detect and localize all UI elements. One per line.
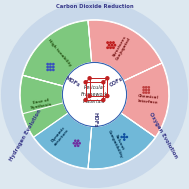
Circle shape bbox=[107, 47, 108, 48]
Circle shape bbox=[124, 139, 125, 140]
Text: MOFs: MOFs bbox=[64, 75, 81, 88]
Circle shape bbox=[124, 136, 125, 138]
Circle shape bbox=[75, 140, 76, 141]
Circle shape bbox=[107, 42, 108, 43]
Circle shape bbox=[84, 81, 87, 84]
Text: Carbon Dioxide Reduction: Carbon Dioxide Reduction bbox=[56, 4, 133, 9]
Circle shape bbox=[121, 136, 122, 138]
Circle shape bbox=[148, 89, 149, 91]
Wedge shape bbox=[88, 20, 162, 81]
Wedge shape bbox=[23, 103, 92, 168]
Circle shape bbox=[78, 145, 79, 146]
Text: Oxygen Evolution: Oxygen Evolution bbox=[149, 111, 179, 159]
Circle shape bbox=[62, 62, 127, 127]
Circle shape bbox=[111, 44, 113, 46]
Wedge shape bbox=[23, 21, 92, 86]
Circle shape bbox=[47, 66, 48, 68]
Circle shape bbox=[146, 89, 147, 91]
Circle shape bbox=[75, 145, 76, 146]
Circle shape bbox=[143, 89, 144, 91]
Circle shape bbox=[102, 98, 105, 101]
Circle shape bbox=[148, 92, 149, 93]
Text: Ease of
Synthesis: Ease of Synthesis bbox=[30, 98, 53, 110]
Circle shape bbox=[50, 66, 51, 68]
Circle shape bbox=[146, 92, 147, 93]
Circle shape bbox=[113, 42, 114, 43]
Circle shape bbox=[114, 44, 116, 46]
Circle shape bbox=[106, 77, 109, 80]
Text: HOFs: HOFs bbox=[92, 112, 97, 128]
Circle shape bbox=[78, 140, 79, 141]
Circle shape bbox=[124, 134, 125, 135]
Text: Chemical
Interface: Chemical Interface bbox=[137, 94, 159, 104]
Text: Solvent
Compatibility: Solvent Compatibility bbox=[107, 128, 128, 159]
Circle shape bbox=[143, 92, 144, 93]
Circle shape bbox=[126, 136, 127, 138]
Circle shape bbox=[88, 94, 91, 98]
Text: High tunability: High tunability bbox=[47, 39, 72, 67]
Text: COFs: COFs bbox=[109, 76, 125, 88]
Circle shape bbox=[143, 87, 144, 88]
Circle shape bbox=[106, 94, 109, 98]
Circle shape bbox=[53, 69, 54, 70]
Circle shape bbox=[110, 47, 111, 48]
Text: Reticular
Framework
Materials: Reticular Framework Materials bbox=[81, 85, 108, 104]
Circle shape bbox=[84, 98, 87, 101]
Circle shape bbox=[110, 42, 111, 43]
Circle shape bbox=[108, 44, 110, 46]
Circle shape bbox=[113, 47, 114, 48]
Circle shape bbox=[47, 69, 48, 70]
Wedge shape bbox=[121, 63, 169, 137]
Circle shape bbox=[47, 64, 48, 65]
Circle shape bbox=[79, 143, 80, 144]
Circle shape bbox=[53, 64, 54, 65]
Circle shape bbox=[50, 69, 51, 70]
Circle shape bbox=[102, 81, 105, 84]
Wedge shape bbox=[88, 113, 155, 169]
Circle shape bbox=[148, 87, 149, 88]
Text: Structures
Conjugated: Structures Conjugated bbox=[111, 34, 132, 61]
Text: Dynamic
structure: Dynamic structure bbox=[50, 125, 70, 147]
Circle shape bbox=[76, 143, 77, 144]
Circle shape bbox=[88, 77, 91, 80]
Text: Hydrogen Evolution: Hydrogen Evolution bbox=[9, 108, 42, 162]
Circle shape bbox=[20, 20, 169, 169]
Circle shape bbox=[2, 2, 187, 187]
Circle shape bbox=[73, 143, 74, 144]
Wedge shape bbox=[20, 75, 68, 137]
Circle shape bbox=[50, 64, 51, 65]
Circle shape bbox=[146, 87, 147, 88]
Circle shape bbox=[53, 66, 54, 68]
